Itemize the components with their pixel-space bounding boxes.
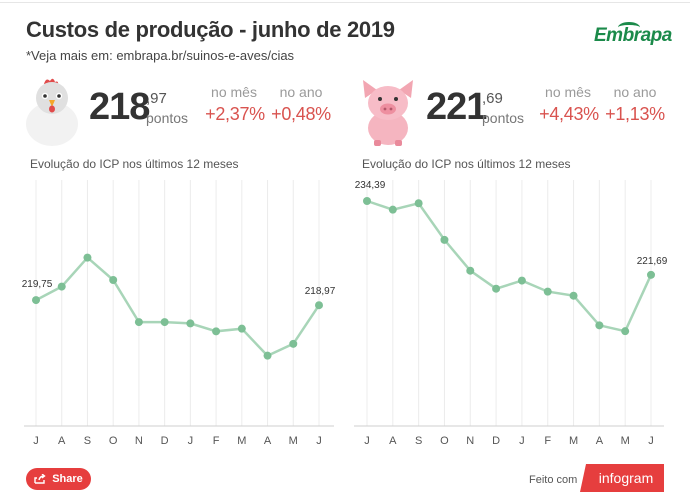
chicken-data-point bbox=[83, 253, 92, 262]
chicken-x-tick-label: N bbox=[135, 435, 143, 447]
infogram-label: infogram bbox=[599, 470, 653, 486]
pig-month-change: +4,43% bbox=[539, 104, 599, 124]
pig-series-line bbox=[366, 199, 653, 333]
chicken-data-point bbox=[212, 327, 221, 336]
logo-arc-icon bbox=[618, 22, 640, 33]
chicken-x-tick-label: M bbox=[289, 435, 298, 447]
pig-x-tick-label: M bbox=[621, 435, 630, 447]
chicken-x-tick-label: J bbox=[33, 435, 39, 447]
share-button[interactable]: Share bbox=[26, 468, 91, 490]
pig-x-tick-label: A bbox=[389, 435, 397, 447]
chicken-x-tick-label: D bbox=[161, 435, 169, 447]
pig-data-point bbox=[363, 196, 371, 205]
pig-x-tick-label: F bbox=[544, 435, 551, 447]
pig-x-tick-label: J bbox=[648, 435, 654, 447]
pig-x-tick-label: M bbox=[569, 435, 578, 447]
pig-data-point bbox=[440, 235, 449, 244]
chicken-data-point bbox=[57, 282, 66, 291]
pig-data-point bbox=[517, 276, 526, 285]
chicken-x-tick-label: F bbox=[213, 435, 220, 447]
pig-x-tick-label: J bbox=[519, 435, 525, 447]
pig-data-point bbox=[414, 199, 423, 208]
pig-icon bbox=[363, 80, 413, 146]
pig-last-value-label: 221,69 bbox=[637, 256, 668, 267]
chicken-series-line bbox=[35, 255, 321, 358]
chicken-chart-title: Evolução do ICP nos últimos 12 meses bbox=[30, 157, 239, 171]
chicken-first-value-label: 219,75 bbox=[22, 279, 53, 290]
chicken-x-tick-label: M bbox=[237, 435, 246, 447]
chicken-x-tick-label: J bbox=[316, 435, 322, 447]
pig-data-point bbox=[569, 291, 578, 300]
pig-x-tick-label: J bbox=[364, 435, 370, 447]
pig-data-point bbox=[543, 287, 552, 296]
pig-icp-unit: pontos bbox=[482, 110, 525, 126]
chicken-x-tick-label: A bbox=[264, 435, 272, 447]
made-with-text: Feito com bbox=[529, 474, 578, 486]
chicken-data-point bbox=[315, 301, 323, 310]
chicken-data-point bbox=[160, 318, 169, 327]
pig-icp-value: 221 bbox=[426, 86, 487, 128]
chicken-year-change: +0,48% bbox=[271, 104, 331, 124]
infogram-logo[interactable]: infogram bbox=[580, 464, 664, 492]
pig-data-point bbox=[466, 266, 475, 275]
chicken-icon bbox=[26, 78, 78, 146]
pig-chart-title: Evolução do ICP nos últimos 12 meses bbox=[362, 157, 571, 171]
top-border bbox=[0, 2, 690, 3]
pig-year-label: no ano bbox=[613, 84, 657, 100]
chicken-data-point bbox=[263, 351, 272, 360]
chicken-icp-value: 218 bbox=[89, 86, 150, 128]
pig-data-point bbox=[492, 284, 501, 293]
pig-data-point bbox=[388, 205, 397, 214]
chicken-data-point bbox=[186, 319, 195, 328]
chicken-data-point bbox=[134, 318, 143, 327]
chicken-icp-decimal: ,97 bbox=[146, 90, 167, 107]
embrapa-logo: Embrapa bbox=[594, 22, 672, 48]
logo-text: Embrapa bbox=[594, 25, 672, 46]
chicken-month-change: +2,37% bbox=[205, 104, 265, 124]
chicken-data-point bbox=[237, 324, 246, 333]
chicken-x-tick-label: S bbox=[84, 435, 91, 447]
pig-icp-decimal: ,69 bbox=[482, 90, 503, 107]
share-label: Share bbox=[52, 473, 83, 485]
pig-first-value-label: 234,39 bbox=[355, 180, 386, 191]
chicken-data-point bbox=[109, 276, 118, 284]
chicken-month-label: no mês bbox=[211, 84, 257, 100]
pig-x-tick-label: S bbox=[415, 435, 422, 447]
chicken-last-value-label: 218,97 bbox=[305, 286, 336, 297]
pig-data-point bbox=[647, 270, 655, 279]
pig-x-tick-label: N bbox=[466, 435, 474, 447]
page-subtitle: *Veja mais em: embrapa.br/suinos-e-aves/… bbox=[26, 48, 295, 63]
chicken-x-tick-label: J bbox=[188, 435, 194, 447]
pig-x-tick-label: D bbox=[492, 435, 500, 447]
chicken-x-tick-label: A bbox=[58, 435, 66, 447]
pig-data-point bbox=[595, 321, 604, 330]
pig-x-tick-label: A bbox=[596, 435, 604, 447]
pig-x-tick-label: O bbox=[440, 435, 449, 447]
share-icon bbox=[34, 474, 46, 484]
pig-month-label: no mês bbox=[545, 84, 591, 100]
page-title: Custos de produção - junho de 2019 bbox=[26, 17, 395, 42]
chicken-icp-unit: pontos bbox=[146, 110, 189, 126]
chicken-year-label: no ano bbox=[279, 84, 323, 100]
pig-year-change: +1,13% bbox=[605, 104, 665, 124]
chicken-data-point bbox=[32, 296, 40, 305]
chicken-x-tick-label: O bbox=[109, 435, 118, 447]
chicken-data-point bbox=[289, 339, 298, 348]
pig-data-point bbox=[621, 327, 630, 336]
